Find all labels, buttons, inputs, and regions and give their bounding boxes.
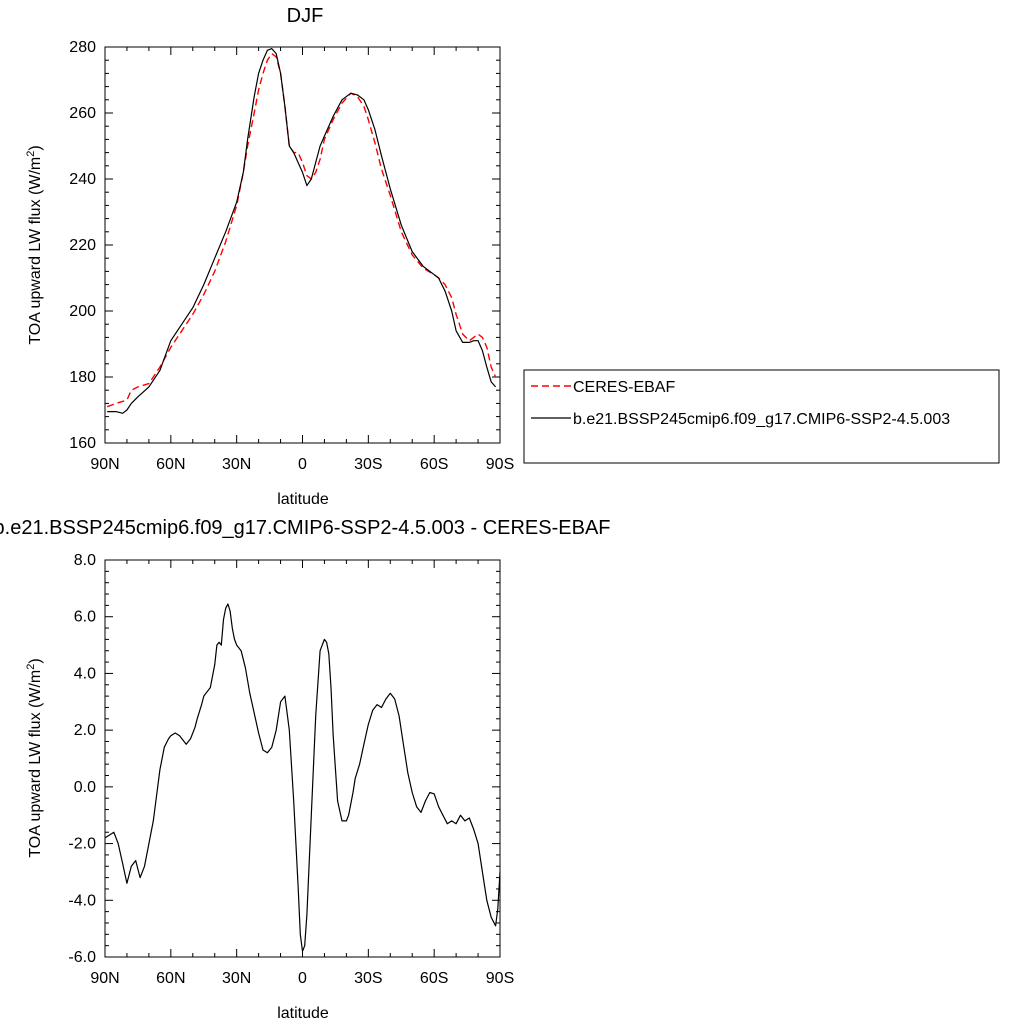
y-tick-label: 6.0 (74, 609, 96, 626)
top-y-axis-title-close: ) (27, 145, 44, 150)
top-y-axis-title-main: TOA upward LW flux (W/m (27, 157, 44, 345)
top-chart-title: DJF (287, 5, 324, 27)
bottom-y-axis-title-sup: 2 (25, 664, 37, 670)
y-tick-label: 180 (69, 369, 96, 386)
x-tick-label: 90S (486, 456, 514, 473)
y-tick-label: -4.0 (68, 892, 96, 909)
bottom-chart-title: b.e21.BSSP245cmip6.f09_g17.CMIP6-SSP2-4.… (0, 517, 610, 539)
series-line-model (104, 603, 501, 952)
y-tick-label: 220 (69, 237, 96, 254)
top-ticks (104, 46, 501, 444)
legend-box (523, 369, 1000, 464)
legend-label-model: b.e21.BSSP245cmip6.f09_g17.CMIP6-SSP2-4.… (573, 411, 950, 428)
x-tick-label: 60S (420, 970, 448, 987)
series-line-ceres-ebaf (106, 52, 497, 408)
x-tick-label: 30S (354, 456, 382, 473)
x-tick-label: 30N (222, 970, 251, 987)
x-tick-label: 60N (156, 970, 185, 987)
x-tick-label: 90N (90, 970, 119, 987)
bottom-y-axis-title-main: TOA upward LW flux (W/m (27, 670, 44, 858)
series-line-model (107, 48, 497, 414)
x-tick-label: 30N (222, 456, 251, 473)
x-tick-label: 60S (420, 456, 448, 473)
bottom-panel: b.e21.BSSP245cmip6.f09_g17.CMIP6-SSP2-4.… (0, 517, 610, 1022)
x-tick-label: 30S (354, 970, 382, 987)
y-tick-label: 280 (69, 39, 96, 56)
top-plot-frame (104, 46, 501, 444)
top-y-axis-title-sup: 2 (25, 151, 37, 157)
top-panel: DJF 160 180 200 220 240 260 280 90N 60N 30N 0 30S 6… (25, 5, 514, 508)
x-tick-label: 90S (486, 970, 514, 987)
bottom-x-tick-labels: 90N 60N 30N 0 30S 60S 90S (90, 970, 514, 987)
top-x-axis-title: latitude (277, 491, 329, 508)
x-tick-label: 60N (156, 456, 185, 473)
y-tick-label: 200 (69, 303, 96, 320)
bottom-y-axis-title-close: ) (27, 658, 44, 663)
x-tick-label: 0 (298, 970, 307, 987)
bottom-y-axis-title: TOA upward LW flux (W/m2) (25, 658, 44, 857)
y-tick-label: -2.0 (68, 836, 96, 853)
y-tick-label: 4.0 (74, 665, 96, 682)
bottom-y-tick-labels: -6.0 -4.0 -2.0 0.0 2.0 4.0 6.0 8.0 (68, 552, 96, 966)
bottom-plot-frame (104, 559, 501, 958)
y-tick-label: 0.0 (74, 779, 96, 796)
y-tick-label: 160 (69, 435, 96, 452)
bottom-series (104, 603, 501, 952)
top-y-axis-title: TOA upward LW flux (W/m2) (25, 145, 44, 344)
y-tick-label: 260 (69, 105, 96, 122)
y-tick-label: 8.0 (74, 552, 96, 569)
y-tick-label: 240 (69, 171, 96, 188)
x-tick-label: 0 (298, 456, 307, 473)
top-y-tick-labels: 160 180 200 220 240 260 280 (69, 39, 96, 452)
bottom-ticks (104, 559, 501, 958)
y-tick-label: -6.0 (68, 949, 96, 966)
legend-label-ceres: CERES-EBAF (573, 379, 675, 396)
legend: CERES-EBAF b.e21.BSSP245cmip6.f09_g17.CM… (523, 369, 1000, 464)
x-tick-label: 90N (90, 456, 119, 473)
top-series (106, 48, 497, 414)
top-x-tick-labels: 90N 60N 30N 0 30S 60S 90S (90, 456, 514, 473)
y-tick-label: 2.0 (74, 722, 96, 739)
bottom-x-axis-title: latitude (277, 1005, 329, 1022)
